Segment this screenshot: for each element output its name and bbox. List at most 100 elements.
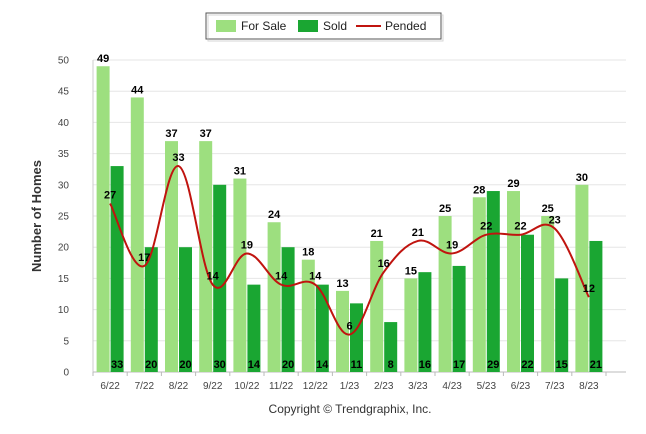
bar-sold <box>418 272 432 372</box>
data-label-sold: 16 <box>419 359 431 371</box>
legend-label-for-sale: For Sale <box>241 19 287 33</box>
data-label-pended: 17 <box>138 252 150 264</box>
y-tick-label: 15 <box>58 274 70 285</box>
bar-for-sale <box>301 259 315 372</box>
bar-sold <box>384 322 398 372</box>
data-label-for-sale: 28 <box>473 184 485 196</box>
data-label-pended: 27 <box>104 190 116 202</box>
data-label-sold: 14 <box>248 359 261 371</box>
bar-sold <box>281 247 295 372</box>
x-tick-label: 8/23 <box>579 381 599 392</box>
copyright-footer: Copyright © Trendgraphix, Inc. <box>269 402 432 416</box>
bar-sold <box>110 166 124 372</box>
bar-for-sale <box>96 66 110 373</box>
data-label-for-sale: 18 <box>302 247 314 259</box>
x-tick-label: 6/23 <box>511 381 531 392</box>
data-label-for-sale: 44 <box>131 84 144 96</box>
x-tick-label: 3/23 <box>408 381 428 392</box>
data-label-sold: 20 <box>282 359 294 371</box>
y-tick-label: 25 <box>58 212 70 223</box>
y-tick-label: 0 <box>63 368 69 379</box>
data-label-for-sale: 24 <box>268 209 281 221</box>
x-tick-label: 2/23 <box>374 381 394 392</box>
data-label-sold: 21 <box>590 359 602 371</box>
x-tick-label: 7/22 <box>135 381 155 392</box>
data-label-pended: 19 <box>241 239 253 251</box>
bar-sold <box>179 247 192 372</box>
y-tick-label: 5 <box>63 336 69 347</box>
bar-sold <box>555 278 569 372</box>
bar-for-sale <box>370 240 384 372</box>
bar-for-sale <box>438 216 452 372</box>
data-label-pended: 12 <box>583 283 595 295</box>
data-label-pended: 6 <box>346 321 352 333</box>
y-tick-label: 35 <box>58 149 70 160</box>
y-tick-label: 20 <box>58 243 70 254</box>
data-label-for-sale: 25 <box>439 203 451 215</box>
bar-sold <box>589 240 603 372</box>
data-label-for-sale: 37 <box>165 128 177 140</box>
x-tick-label: 7/23 <box>545 381 565 392</box>
x-tick-label: 1/23 <box>340 381 360 392</box>
data-label-for-sale: 15 <box>405 265 417 277</box>
legend-label-sold: Sold <box>323 19 347 33</box>
bars <box>96 66 603 373</box>
data-label-pended: 22 <box>514 221 526 233</box>
data-label-sold: 14 <box>316 359 329 371</box>
data-label-for-sale: 21 <box>371 228 383 240</box>
bar-for-sale <box>130 97 144 372</box>
legend-label-pended: Pended <box>385 19 426 33</box>
data-label-pended: 19 <box>446 239 458 251</box>
data-label-sold: 22 <box>521 359 533 371</box>
data-label-sold: 20 <box>145 359 157 371</box>
y-tick-label: 50 <box>58 56 70 67</box>
data-label-for-sale: 37 <box>200 128 212 140</box>
data-label-for-sale: 25 <box>542 203 554 215</box>
data-label-sold: 29 <box>487 359 499 371</box>
data-label-sold: 11 <box>351 359 363 371</box>
data-label-for-sale: 49 <box>97 53 109 65</box>
bar-sold <box>350 303 363 372</box>
bar-for-sale <box>541 216 555 372</box>
data-label-for-sale: 13 <box>336 278 348 290</box>
bar-sold <box>213 184 227 372</box>
data-label-for-sale: 31 <box>234 166 246 178</box>
data-label-sold: 20 <box>179 359 191 371</box>
bar-sold <box>315 284 329 372</box>
legend-box <box>205 12 442 40</box>
data-label-pended: 14 <box>275 271 288 283</box>
data-label-pended: 14 <box>207 271 220 283</box>
bar-for-sale <box>404 278 418 372</box>
data-label-pended: 16 <box>378 258 390 270</box>
x-tick-label: 4/23 <box>442 381 462 392</box>
legend-shadow <box>207 14 444 42</box>
y-tick-label: 30 <box>58 180 70 191</box>
data-label-pended: 23 <box>549 214 561 226</box>
x-tick-label: 9/22 <box>203 381 223 392</box>
x-tick-label: 10/22 <box>234 381 259 392</box>
data-label-sold: 8 <box>388 359 394 371</box>
bar-sold <box>144 247 158 372</box>
bar-sold <box>247 284 261 372</box>
x-tick-label: 6/22 <box>100 381 120 392</box>
x-tick-label: 8/22 <box>169 381 189 392</box>
bar-for-sale <box>233 178 247 372</box>
data-label-pended: 33 <box>172 152 184 164</box>
y-tick-label: 45 <box>58 87 70 98</box>
y-axis-title: Number of Homes <box>29 160 44 272</box>
data-label-sold: 33 <box>111 359 123 371</box>
bar-sold <box>521 234 534 372</box>
data-label-pended: 22 <box>480 221 492 233</box>
pended-line <box>109 165 590 336</box>
bar-sold <box>452 265 466 372</box>
data-labels: 49 33 27 44 20 17 37 20 33 37 30 14 31 14 19 24 20 14 18 14… <box>97 53 602 371</box>
y-tick-label: 40 <box>58 118 70 129</box>
data-label-sold: 15 <box>556 359 568 371</box>
x-tick-label: 12/22 <box>303 381 328 392</box>
x-tick-label: 5/23 <box>477 381 497 392</box>
data-label-for-sale: 30 <box>576 172 588 184</box>
data-label-pended: 14 <box>309 271 322 283</box>
legend-swatch-sold <box>298 20 318 32</box>
